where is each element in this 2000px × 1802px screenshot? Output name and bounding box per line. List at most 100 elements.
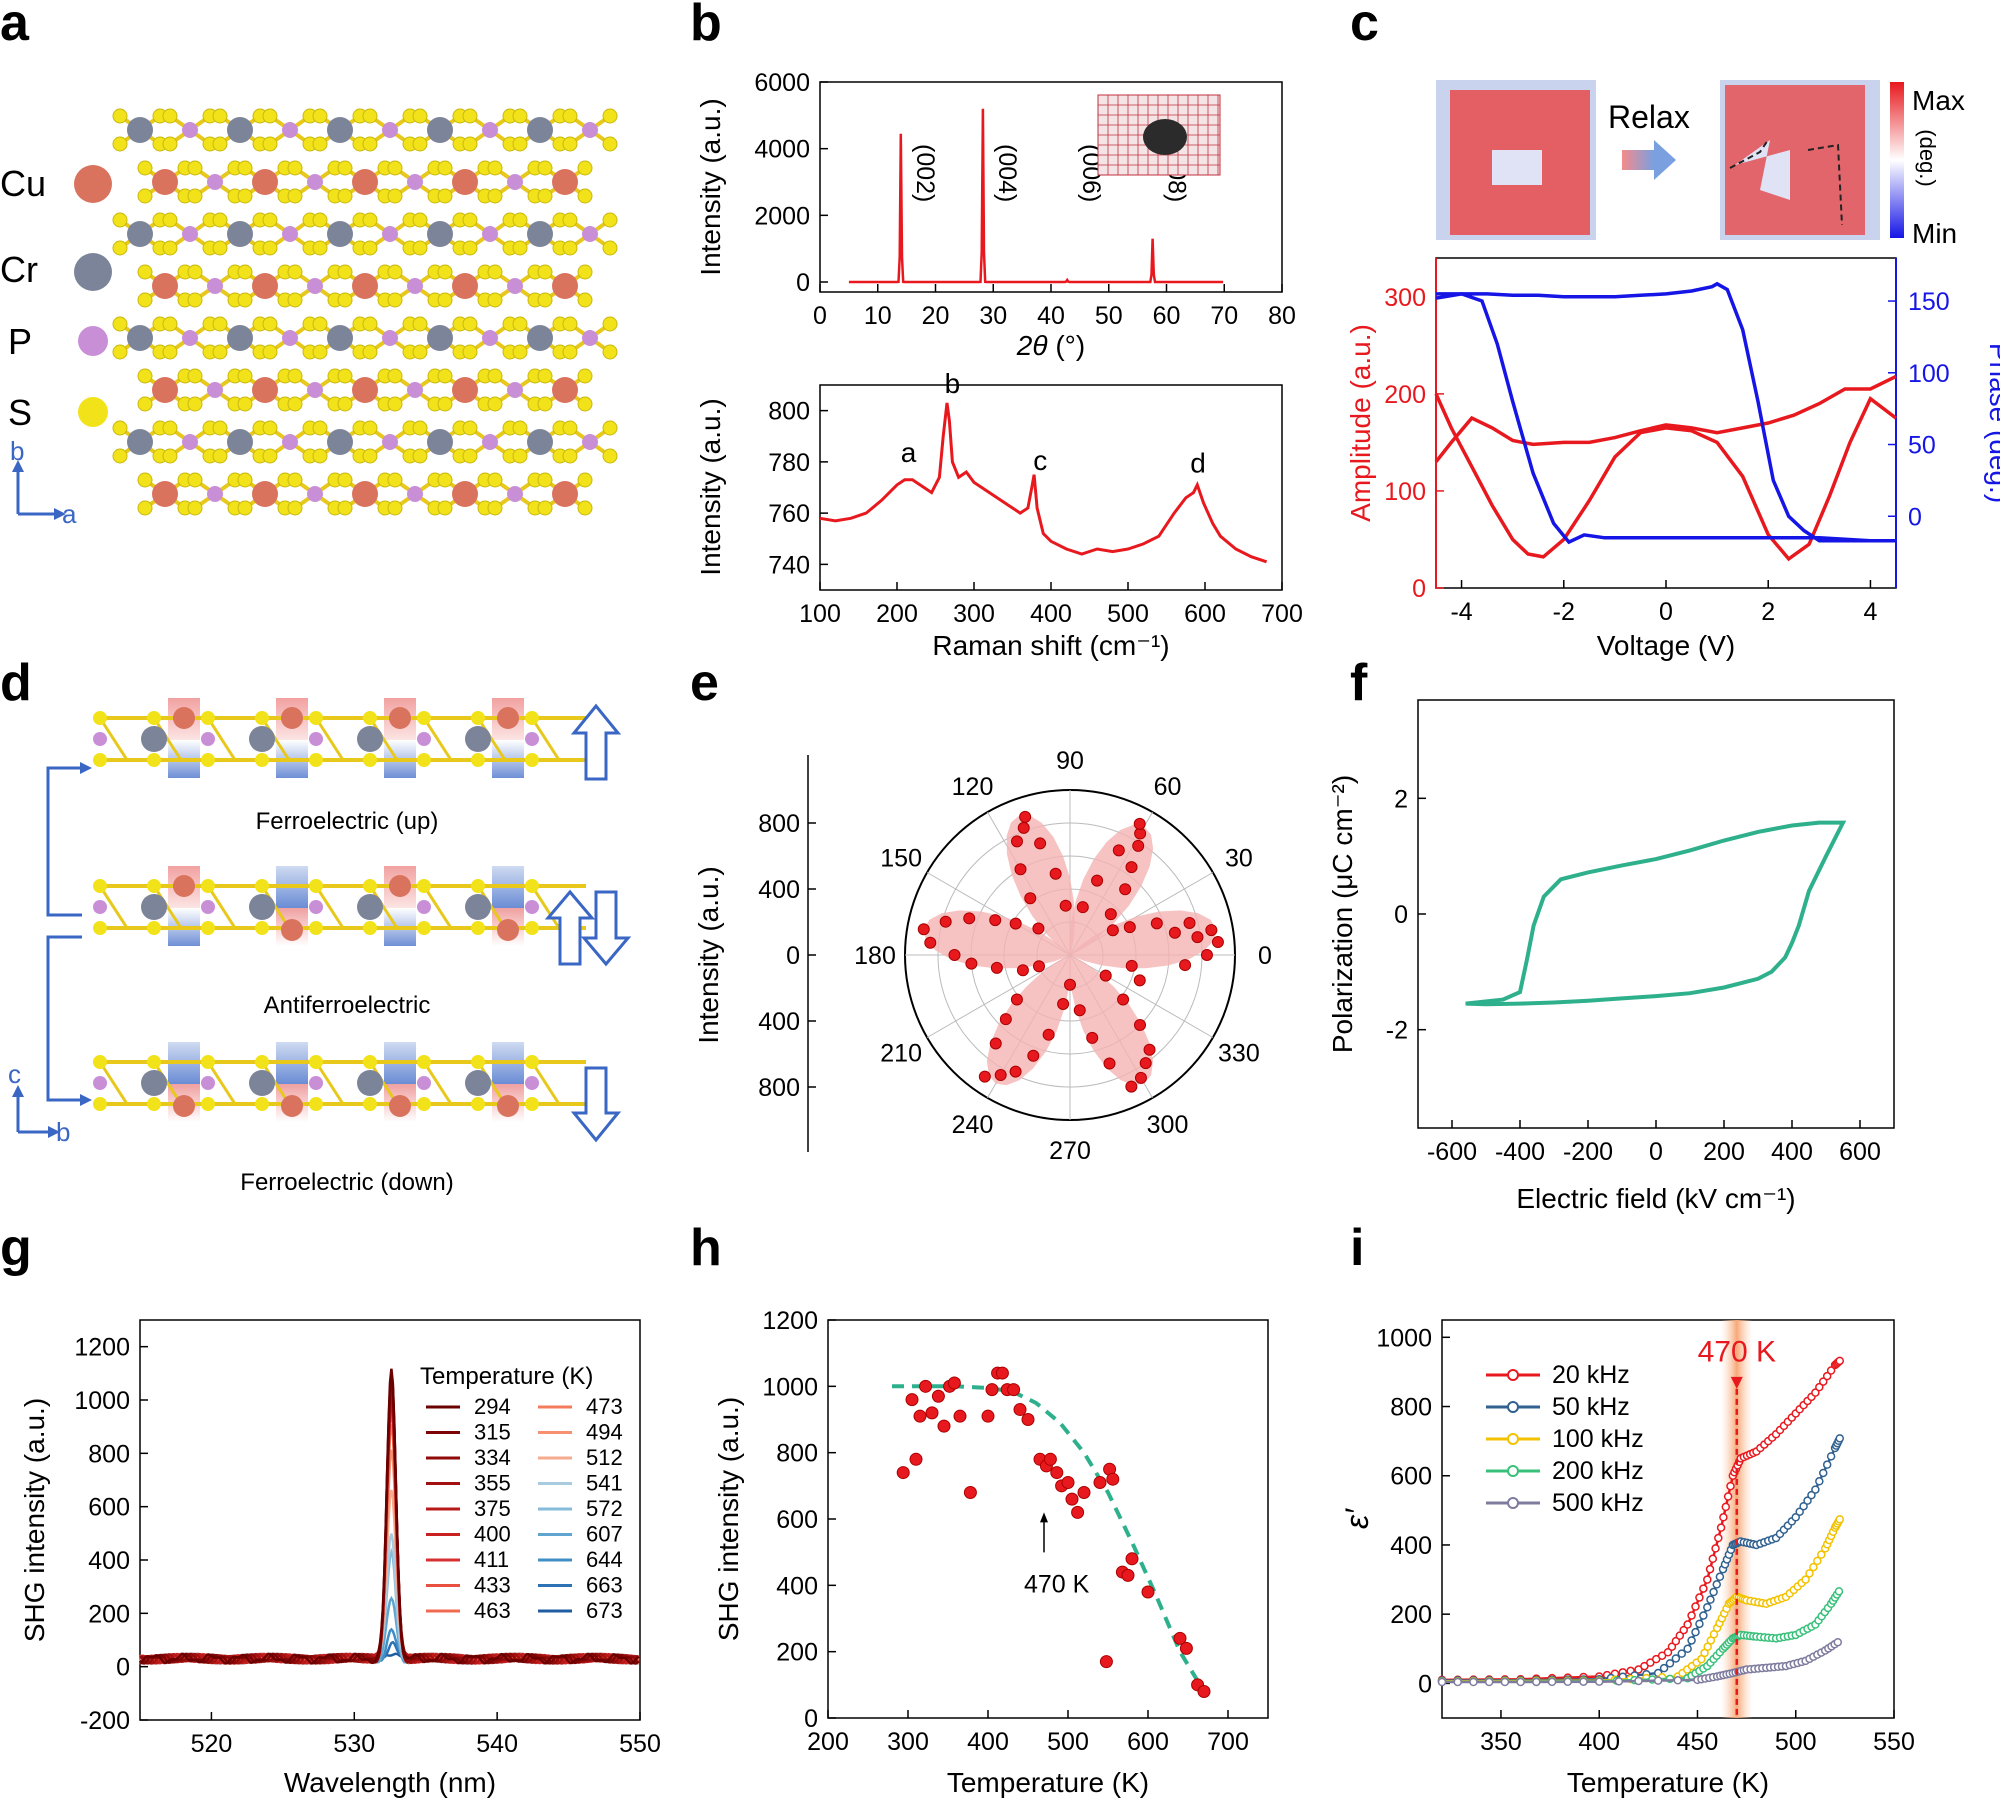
y-tick-label: 1200 <box>74 1334 130 1362</box>
dielectric-point <box>1706 1595 1715 1604</box>
polar-point <box>1200 949 1213 961</box>
polar-ylabel: Intensity (a.u.) <box>693 866 724 1043</box>
x-tick-label: 400 <box>1771 1138 1813 1166</box>
shg-point <box>1141 1585 1155 1599</box>
phase-curve <box>1435 292 1896 545</box>
polar-lobe <box>1070 910 1217 969</box>
shg-point <box>985 1383 999 1397</box>
atom-cu-icon <box>74 165 112 203</box>
dielectric-point <box>1484 1677 1494 1687</box>
dielectric-point <box>1834 1587 1844 1596</box>
dielectric-point <box>1826 1452 1836 1461</box>
polar-point <box>1032 922 1045 935</box>
arrow-down-icon <box>1730 1376 1743 1389</box>
legend-entry: 355 <box>474 1471 511 1496</box>
shg-ylabel: SHG intensity (a.u.) <box>19 1398 50 1642</box>
x-tick-label: 200 <box>1703 1138 1745 1166</box>
shg-point <box>1093 1476 1107 1490</box>
legend-entry: 572 <box>586 1496 623 1521</box>
legend-entry: 50 kHz <box>1552 1393 1630 1421</box>
angle-label: 240 <box>952 1111 994 1139</box>
polar-point <box>1179 959 1192 972</box>
polar-point <box>1106 924 1119 937</box>
polar-point <box>1042 1028 1055 1041</box>
axis-c-label: c <box>8 1059 21 1089</box>
polar-lobe <box>986 955 1071 1086</box>
legend-entry: 500 kHz <box>1552 1489 1644 1517</box>
raman-curve <box>819 402 1268 564</box>
x-tick-label: 100 <box>799 600 841 628</box>
polar-point <box>1091 874 1104 887</box>
angle-label: 90 <box>1056 747 1084 775</box>
shg-point <box>1173 1631 1187 1645</box>
x-tick-label: -2 <box>1553 598 1575 626</box>
x-tick-label: 200 <box>876 600 918 628</box>
y-tick-label: 1000 <box>74 1387 130 1415</box>
dielectric-point <box>1594 1677 1604 1686</box>
polar-point <box>1032 960 1045 973</box>
shg-point <box>1071 1505 1085 1519</box>
chart-raman: 100 200 300 400 500 600 700 740 760 780 800 a b c d R… <box>695 368 1303 661</box>
dielectric-point <box>1437 1677 1447 1687</box>
atom-s-icon <box>78 397 108 427</box>
x-tick-label: 600 <box>1127 1728 1169 1756</box>
angle-label: 0 <box>1258 942 1272 970</box>
dielectric-point <box>1653 1676 1663 1685</box>
x-tick-label: 450 <box>1677 1728 1719 1756</box>
polar-point <box>948 949 961 961</box>
radial-tick-label: 800 <box>758 810 800 838</box>
y-tick-label: 0 <box>116 1654 130 1682</box>
polar-point <box>1168 926 1181 939</box>
panel-a-structure: Cu Cr P S b a <box>0 108 618 529</box>
shg-point <box>1043 1452 1057 1466</box>
dielectric-point <box>1719 1513 1728 1522</box>
y-tick-label: 780 <box>768 449 810 477</box>
dielectric-point <box>1683 1620 1692 1629</box>
polar-point <box>1014 863 1027 876</box>
panel-label-b: b <box>690 0 722 52</box>
y2-tick-label: 150 <box>1908 288 1950 316</box>
y-tick-label: 600 <box>776 1506 818 1534</box>
x-tick-label: -200 <box>1563 1138 1613 1166</box>
relax-label: Relax <box>1608 99 1690 135</box>
polar-point <box>1104 908 1117 921</box>
chart-shg-temperature: 200 300 400 500 600 700020040060080010001200 … <box>713 1307 1269 1798</box>
dielectric-point <box>1679 1625 1688 1635</box>
x-tick-label: 4 <box>1863 598 1877 626</box>
dielectric-point <box>1673 1676 1683 1685</box>
angle-label: 30 <box>1225 845 1253 873</box>
pe-xlabel: Electric field (kV cm⁻¹) <box>1516 1183 1795 1214</box>
legend-entry: 494 <box>586 1420 623 1445</box>
polar-point <box>1099 969 1112 982</box>
shg-point <box>925 1406 939 1420</box>
y-tick-label: 0 <box>796 269 810 297</box>
arrow-up-icon <box>1040 1512 1048 1523</box>
dielectric-point <box>1691 1627 1700 1637</box>
dielectric-point <box>1833 1637 1843 1647</box>
shg-point <box>1099 1655 1113 1669</box>
dielectric-point <box>1712 1580 1721 1589</box>
chart-pe-loop: -600 -400 -200 0 200 400 600 -2 0 2 Electric fiel… <box>1327 699 1895 1214</box>
panel-label-i: i <box>1350 1219 1364 1277</box>
dielectric-point <box>1709 1587 1718 1597</box>
x-tick-label: 550 <box>619 1730 661 1758</box>
raman-peak-label: c <box>1033 445 1047 476</box>
y-tick-label: 200 <box>1390 1601 1432 1629</box>
caption-antiferro: Antiferroelectric <box>264 992 431 1019</box>
angle-label: 330 <box>1218 1040 1260 1068</box>
x-tick-label: 80 <box>1268 302 1296 330</box>
dielectric-point <box>1675 1631 1685 1640</box>
dielectric-point <box>1811 1388 1820 1397</box>
dielectric-point <box>1659 1663 1669 1673</box>
colorbar-min: Min <box>1912 218 1957 249</box>
shg-point <box>931 1389 945 1403</box>
y-tick-label: 800 <box>768 398 810 426</box>
legend-label-p: P <box>8 321 32 362</box>
y-tick-label: 400 <box>776 1572 818 1600</box>
polar-point <box>1191 931 1204 944</box>
dielectric-point <box>1801 1575 1810 1584</box>
y-tick-label: 800 <box>1390 1394 1432 1422</box>
dielectric-point <box>1634 1676 1643 1686</box>
dielectric-point <box>1532 1677 1541 1687</box>
